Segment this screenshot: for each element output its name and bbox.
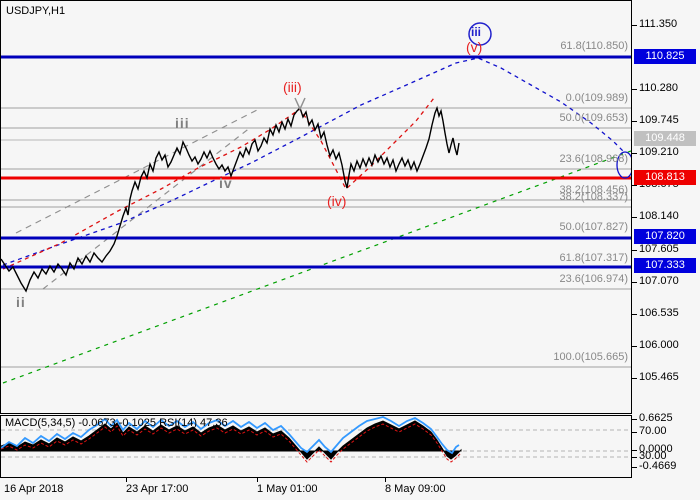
price-tag-107.820: 107.820	[634, 229, 696, 244]
y-axis-tickmark	[632, 153, 637, 154]
macd-histogram	[1, 420, 462, 460]
indicator-axis-tickmark	[632, 467, 637, 468]
target-ellipse-icon	[616, 151, 631, 179]
indicator-axis-label: 0.6625	[639, 412, 673, 424]
y-axis-tickmark	[632, 89, 637, 90]
down-arrow-icon	[294, 97, 306, 111]
wave-circle-icon	[468, 22, 492, 46]
price-series	[1, 105, 460, 293]
price-tag-107.333: 107.333	[634, 258, 696, 273]
y-axis-tickmark	[632, 25, 637, 26]
y-axis-tick-label: 109.745	[639, 114, 679, 126]
indicator-axis-tickmark	[632, 432, 637, 433]
indicator-axis-tickmark	[632, 450, 637, 451]
y-axis-tickmark	[632, 217, 637, 218]
y-axis-tick-label: 110.280	[639, 82, 678, 94]
x-axis-tickmark	[257, 478, 258, 482]
macd-signal-line	[1, 423, 462, 463]
price-tag-109.448: 109.448	[634, 131, 696, 146]
y-axis-tickmark	[632, 378, 637, 379]
indicator-panel-plot[interactable]: MACD(5,34,5) -0.0673 -0.1025 RSI(14) 47.…	[0, 415, 632, 478]
indicator-axis-label: 0.0000	[639, 443, 673, 455]
x-axis-label: 1 May 01:00	[257, 483, 318, 495]
y-axis-tick-label: 105.465	[639, 371, 679, 383]
y-axis-tickmark	[632, 346, 637, 347]
blue-wave-projection	[2, 57, 626, 266]
indicator-axis-label: -0.4669	[639, 460, 677, 472]
gray-channel-line	[42, 126, 252, 290]
y-axis-tickmark	[632, 121, 637, 122]
y-axis-tick-label: 108.140	[639, 210, 679, 222]
y-axis-tick-label: 107.605	[639, 243, 679, 255]
y-axis-tick-label: 106.535	[639, 307, 679, 319]
y-axis-tickmark	[632, 282, 637, 283]
y-axis-tickmark	[632, 250, 637, 251]
y-axis-tick-label: 108.675	[639, 178, 679, 190]
rsi-line	[1, 416, 460, 455]
x-axis-label: 8 May 09:00	[385, 483, 446, 495]
indicator-axis-tickmark	[632, 457, 637, 458]
y-axis-tick-label: 109.210	[639, 146, 679, 158]
y-axis-tick-label: 106.000	[639, 339, 679, 351]
price-tag-110.825: 110.825	[634, 49, 696, 64]
price-tag-108.813: 108.813	[634, 170, 696, 185]
red-wave-path	[2, 97, 435, 270]
x-axis-label: 16 Apr 2018	[4, 483, 64, 495]
x-axis-label: 23 Apr 17:00	[126, 483, 189, 495]
x-axis-tickmark	[126, 478, 127, 482]
indicator-axis-label: 30.00	[639, 450, 667, 462]
indicator-canvas	[1, 416, 631, 463]
indicator-axis-tickmark	[632, 419, 637, 420]
y-axis-tickmark	[632, 314, 637, 315]
gray-channel-line	[15, 108, 260, 234]
y-axis-tickmark	[632, 185, 637, 186]
main-chart-plot[interactable]: USDJPY,H1	[0, 0, 632, 414]
indicator-axis-label: 70.00	[639, 425, 667, 437]
x-axis-tickmark	[385, 478, 386, 482]
y-axis-tick-label: 107.070	[639, 275, 679, 287]
main-chart-canvas	[1, 22, 631, 384]
y-axis-tick-label: 111.350	[639, 18, 678, 30]
